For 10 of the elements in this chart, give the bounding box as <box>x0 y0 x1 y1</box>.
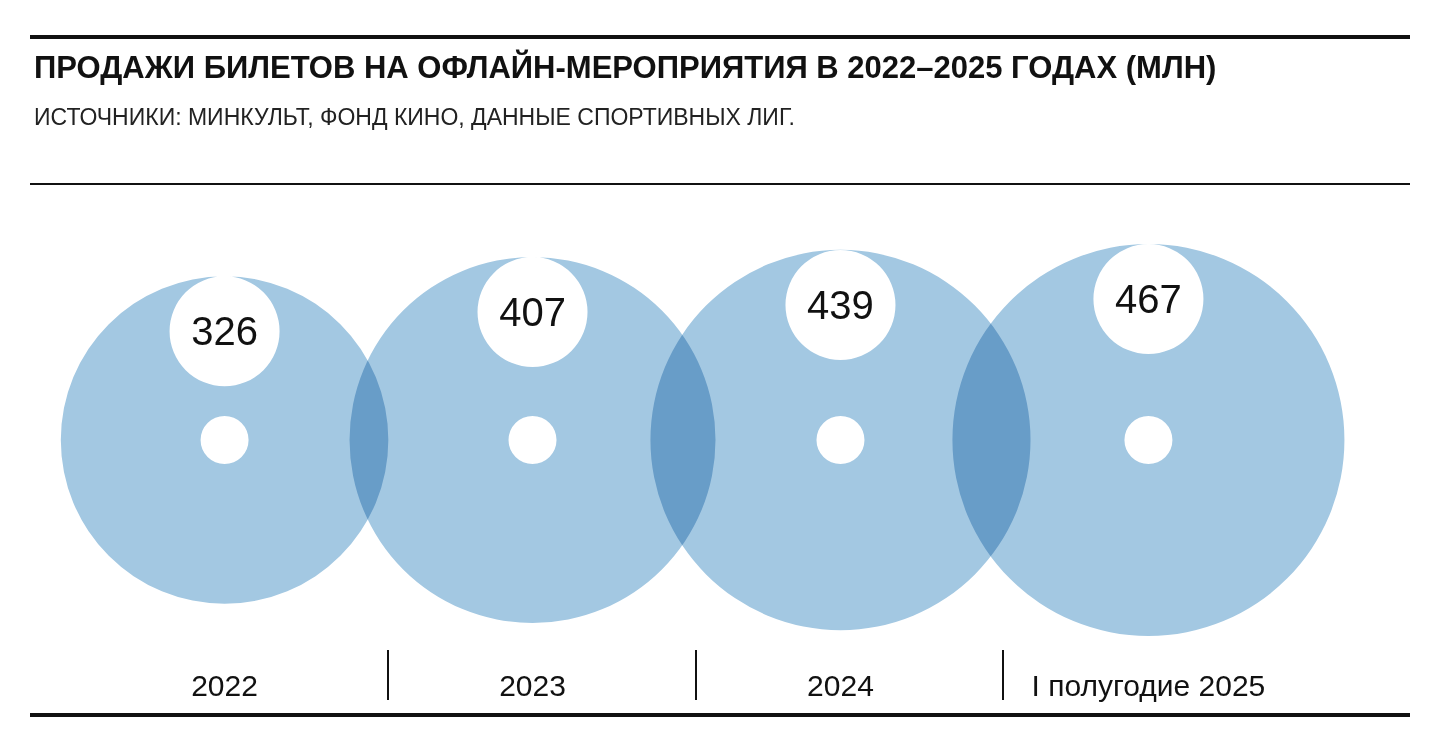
category-label: 2024 <box>807 669 874 702</box>
data-label: 467 <box>1115 277 1182 321</box>
category-label: I полугодие 2025 <box>1031 669 1266 702</box>
text: ИСТОЧНИКИ: МИНКУЛЬТ, ФОНД КИНО, ДАННЫЕ СПОРТИВНЫХ ЛИГ. <box>34 104 795 131</box>
category-label: 2022 <box>191 669 258 702</box>
category-label: 2023 <box>499 669 566 702</box>
data-label: 407 <box>499 290 566 335</box>
data-label: 439 <box>807 282 874 327</box>
text: ПРОДАЖИ БИЛЕТОВ НА ОФЛАЙН-МЕРОПРИЯТИЯ В 2022–2025 ГОДАХ (МЛН) <box>34 50 1217 86</box>
data-label: 326 <box>191 309 258 354</box>
